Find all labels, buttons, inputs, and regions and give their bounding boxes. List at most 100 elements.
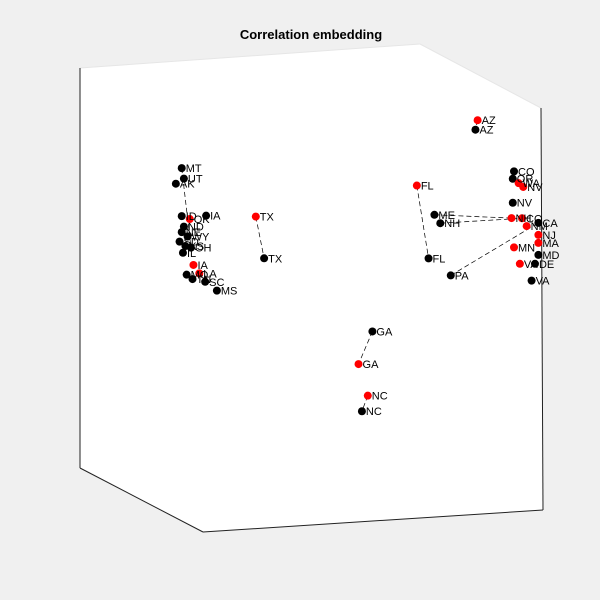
point-label-2: MT [186, 163, 202, 175]
point-label-28: CO [518, 166, 535, 178]
link-line-1 [255, 216, 265, 259]
point-label-45: GA [363, 359, 380, 371]
point-label-46: NC [372, 391, 388, 403]
link-line-6 [434, 214, 512, 219]
point-me-25 [430, 210, 439, 219]
point-label-25: ME [438, 210, 455, 222]
point-label-34: CO [526, 213, 543, 225]
point-de-42 [530, 259, 539, 268]
point-label-12: KS [189, 241, 204, 253]
point-mn-39 [510, 243, 518, 252]
point-label-47: NC [366, 406, 382, 418]
link-line-2 [416, 185, 429, 259]
link-line-3 [358, 331, 373, 365]
point-pa-27 [446, 271, 455, 280]
point-sd-11 [175, 237, 184, 246]
link-line-8 [450, 222, 539, 276]
point-tx-22 [260, 254, 269, 263]
point-label-10: WY [192, 232, 210, 244]
point-label-22: TX [268, 253, 283, 265]
point-va-41 [515, 259, 524, 268]
point-fl-23 [412, 181, 421, 190]
point-label-5: ID [186, 211, 197, 223]
point-label-21: TX [260, 212, 275, 224]
point-label-29: OR [517, 174, 534, 186]
point-va-43 [527, 276, 536, 285]
point-co-28 [510, 167, 518, 176]
point-label-31: NV [527, 182, 543, 194]
point-ms-20 [212, 286, 221, 295]
point-nv-31 [519, 182, 528, 191]
point-label-30: WA [523, 178, 541, 190]
point-nc-46 [363, 391, 372, 400]
point-label-40: MD [542, 250, 559, 262]
point-sc-19 [201, 277, 210, 286]
point-md-40 [534, 250, 543, 259]
point-tn-18 [188, 275, 197, 284]
point-label-15: IA [197, 260, 208, 272]
point-label-36: NM [531, 221, 548, 233]
point-ca-35 [534, 218, 543, 227]
point-label-17: LA [203, 268, 217, 280]
point-ma-38 [534, 238, 543, 247]
point-label-23: FL [421, 181, 434, 193]
point-label-14: IL [187, 248, 196, 260]
point-label-24: FL [433, 253, 446, 265]
point-label-0: AZ [482, 115, 496, 127]
point-label-32: NV [517, 198, 533, 210]
point-nj-37 [534, 230, 543, 239]
point-label-41: VA [524, 259, 539, 271]
point-az-1 [471, 125, 480, 134]
point-tx-21 [251, 212, 260, 221]
point-label-1: AZ [479, 125, 493, 137]
point-wy-10 [183, 232, 192, 241]
point-label-19: SC [209, 277, 224, 289]
point-nh-26 [436, 219, 445, 228]
point-oh-13 [186, 243, 195, 252]
point-label-7: IA [210, 211, 221, 223]
point-co-34 [518, 214, 527, 223]
point-nm-36 [522, 222, 531, 231]
point-label-4: AK [180, 179, 195, 191]
point-label-39: MN [518, 242, 535, 254]
point-az-0 [473, 116, 482, 125]
point-ga-44 [368, 327, 377, 336]
point-label-42: DE [539, 259, 554, 271]
point-mo-16 [182, 270, 191, 279]
chart-title: Correlation embedding [240, 27, 382, 42]
point-label-6: OK [194, 214, 211, 226]
point-mt-2 [177, 164, 186, 173]
point-or-29 [508, 174, 517, 183]
point-ga-45 [354, 360, 363, 369]
point-label-8: ND [188, 222, 204, 234]
point-id-5 [177, 212, 186, 221]
point-label-18: TN [197, 274, 212, 286]
point-label-16: MO [191, 270, 209, 282]
point-label-13: OH [195, 243, 212, 255]
point-label-11: SD [184, 237, 199, 249]
plot-box-edges [79, 43, 544, 533]
point-ut-3 [179, 174, 188, 183]
point-label-43: VA [536, 276, 551, 288]
point-label-37: NJ [542, 230, 555, 242]
point-label-26: NH [444, 218, 460, 230]
point-ne-9 [177, 228, 186, 237]
point-label-9: NE [186, 227, 201, 239]
data-points [171, 116, 543, 416]
point-label-3: UT [188, 174, 203, 186]
point-label-33: NH [516, 213, 532, 225]
point-label-38: MA [542, 238, 559, 250]
point-la-17 [195, 269, 204, 278]
point-nv-32 [508, 198, 517, 207]
point-label-20: MS [221, 286, 238, 298]
point-ak-4 [171, 179, 180, 188]
point-nc-47 [357, 407, 366, 416]
point-il-14 [178, 248, 187, 257]
point-label-44: GA [376, 326, 393, 338]
point-label-27: PA [455, 270, 470, 282]
point-ia-15 [189, 260, 198, 269]
point-label-35: CA [542, 218, 558, 230]
point-ia-7 [202, 211, 211, 220]
